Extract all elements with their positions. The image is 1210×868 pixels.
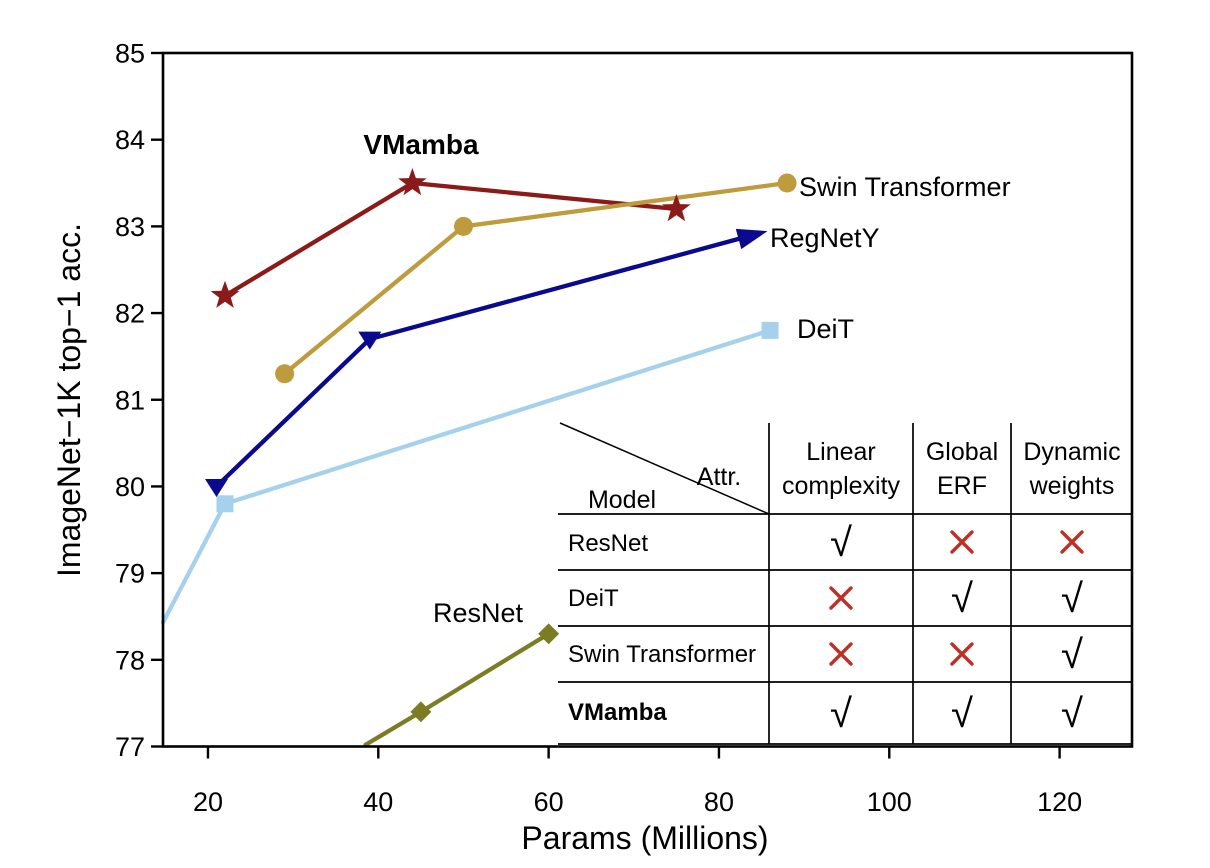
x-axis-title: Params (Millions) [521,820,768,856]
cross-icon [829,586,853,610]
check-icon: √ [830,521,852,565]
cross-icon [829,642,853,666]
y-tick-label: 84 [115,125,145,155]
table-row-model-vmamba: VMamba [568,699,667,726]
x-tick-label: 20 [193,787,223,817]
y-axis-title: ImageNet−1K top−1 acc. [51,223,87,577]
x-tick-label: 100 [867,787,912,817]
table-row-model-deit: DeiT [568,585,619,612]
regnety-marker [358,331,382,350]
y-tick-label: 79 [115,559,145,589]
axes-layer: 20 40 60 80 100 120 77 78 79 80 81 82 83 84 85 [115,39,1134,817]
series-line-resnet [363,631,551,747]
table-model-label: Model [588,486,656,514]
table-row-model-resnet: ResNet [568,530,648,557]
swin-transformer-marker [777,173,797,193]
regnety-marker [735,228,768,250]
swin-transformer-marker [275,364,295,384]
vmamba-marker [398,168,427,196]
table-col-header-linear: Linear [806,438,876,466]
y-tick-label: 83 [115,212,145,242]
y-tick-label: 78 [115,645,145,675]
table-col-header-complexity: complexity [782,472,901,500]
y-tick-label: 85 [115,39,145,69]
deit-marker [761,321,779,339]
attribute-table: ResNet √ DeiT √ √ Swin Transformer √ VMamba √ √ √ [558,422,1132,745]
resnet-marker [538,623,560,645]
resnet-marker [410,701,432,723]
cross-icon [950,530,974,554]
y-tick-label: 81 [115,385,145,415]
cross-icon [1060,530,1084,554]
x-tick-label: 60 [534,787,564,817]
check-icon: √ [1061,633,1083,677]
check-icon: √ [1061,692,1083,736]
series-layer [160,168,797,747]
deit-marker [216,495,234,513]
table-row-model-swin-transformer: Swin Transformer [568,641,756,668]
table-col-header-global: Global [926,438,998,466]
table-attr-label: Attr. [697,463,741,491]
check-icon: √ [1061,577,1083,621]
y-tick-label: 77 [115,732,145,762]
vmamba-marker [662,194,691,222]
series-markers [204,168,797,723]
x-tick-label: 40 [363,787,393,817]
table-col-header-dynamic: Dynamic [1023,438,1120,466]
check-icon: √ [951,577,973,621]
table-header-diagonal [559,422,770,515]
x-tick-label: 120 [1037,787,1082,817]
series-label-deit: DeiT [797,314,854,344]
cross-icon [950,642,974,666]
table-col-header-weights: weights [1029,472,1115,500]
static-labels-layer: Params (Millions) ImageNet−1K top−1 acc.… [51,129,1121,856]
table-col-header-erf: ERF [937,472,987,500]
series-line-swin-transformer [282,180,790,376]
annotation-vmamba: VMamba [363,129,479,160]
check-icon: √ [830,692,852,736]
vmamba-marker [210,280,240,308]
swin-transformer-marker [453,216,473,236]
series-label-resnet: ResNet [433,598,524,628]
regnety-marker [204,478,228,497]
series-label-swin-transformer: Swin Transformer [799,172,1011,202]
check-icon: √ [951,692,973,736]
plot-frame [161,51,1134,748]
series-label-regnety: RegNetY [770,223,880,253]
x-tick-label: 80 [704,787,734,817]
y-tick-label: 80 [115,472,145,502]
y-tick-label: 82 [115,299,145,329]
series-line-deit [160,328,773,625]
